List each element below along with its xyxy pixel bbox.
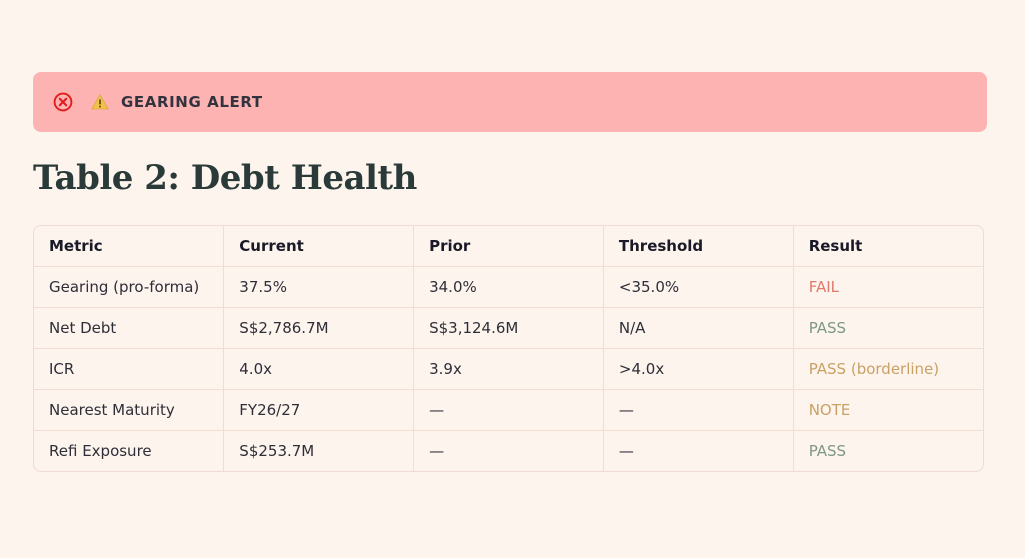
cell-prior: — (413, 389, 604, 431)
cell-current: FY26/27 (223, 389, 414, 431)
column-header-metric: Metric (34, 226, 224, 268)
cell-prior: S$3,124.6M (413, 307, 604, 349)
cell-metric: Nearest Maturity (34, 389, 224, 431)
cell-metric: Gearing (pro-forma) (49, 278, 200, 297)
cell-metric: Net Debt (34, 307, 224, 349)
cell-current: 4.0x (223, 348, 414, 390)
cell-prior: 3.9x (413, 348, 604, 390)
cell-threshold: — (602, 389, 794, 431)
cell-prior: 34.0% (413, 266, 604, 308)
cell-prior: — (413, 430, 604, 472)
warning-triangle-icon (91, 94, 109, 110)
circled-x-icon[interactable] (53, 92, 73, 112)
table-row: Gearing (pro-forma) 37.5% 34.0% <35.0% FAIL (34, 266, 983, 308)
cell-result: PASS (792, 430, 983, 472)
alert-label: GEARING ALERT (121, 93, 263, 111)
cell-threshold: <35.0% (602, 266, 794, 308)
cell-result: FAIL (792, 266, 983, 308)
table-row: ICR 4.0x 3.9x >4.0x PASS (borderline) (34, 348, 983, 390)
column-header-current: Current (223, 226, 414, 268)
cell-threshold: >4.0x (602, 348, 794, 390)
cell-result: PASS (792, 307, 983, 349)
column-header-prior: Prior (413, 226, 604, 268)
column-header-threshold: Threshold (602, 226, 794, 268)
cell-metric: Refi Exposure (34, 430, 224, 472)
cell-threshold: N/A (602, 307, 794, 349)
table-header-row: Metric Current Prior Threshold Result (34, 226, 983, 268)
cell-threshold: — (602, 430, 794, 472)
page-content: GEARING ALERT Table 2: Debt Health Metri… (0, 72, 1025, 473)
cell-current: 37.5% (223, 266, 414, 308)
cell-current: S$253.7M (223, 430, 414, 472)
page-title: Table 2: Debt Health (33, 158, 417, 198)
cell-metric: ICR (34, 348, 224, 390)
debt-health-table: Metric Current Prior Threshold Result Ge… (33, 225, 984, 473)
cell-current: S$2,786.7M (223, 307, 414, 349)
table-row: Refi Exposure S$253.7M — — PASS (34, 430, 983, 472)
table-row: Nearest Maturity FY26/27— — NOTE (34, 389, 983, 431)
cell-result: PASS (borderline) (792, 348, 983, 390)
cell-result: NOTE (792, 389, 983, 431)
gearing-alert-banner: GEARING ALERT (33, 72, 987, 132)
table-row: Net Debt S$2,786.7M S$3,124.6M N/A PASS (34, 307, 983, 349)
column-header-result: Result (792, 226, 983, 268)
